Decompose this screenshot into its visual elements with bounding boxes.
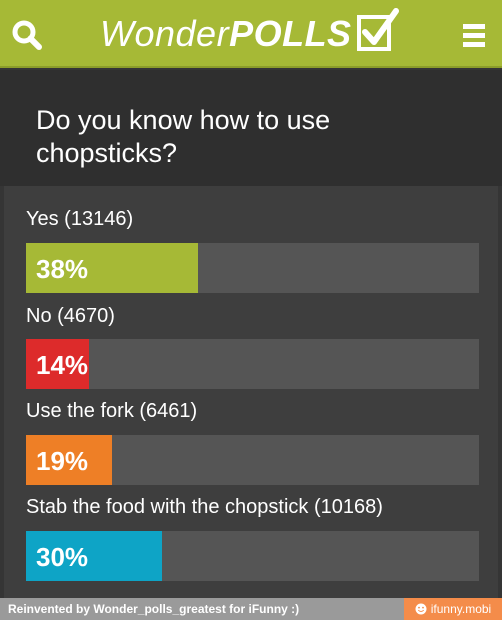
option-label: Use the fork (6461) — [26, 400, 198, 422]
footer-credit: Reinvented by Wonder_polls_greatest for … — [8, 602, 300, 616]
result-bar-track[interactable]: 38% — [26, 243, 479, 293]
poll-question: Do you know how to use chopsticks? — [36, 105, 331, 168]
hamburger-menu-icon — [463, 24, 485, 47]
result-bar-track[interactable]: 19% — [26, 435, 479, 485]
top-bar: Wonder POLLS — [0, 0, 502, 68]
search-icon — [12, 20, 42, 50]
result-bar-fill — [26, 339, 89, 389]
menu-button[interactable] — [459, 22, 489, 50]
result-bar-fill — [26, 531, 162, 581]
option-label: Stab the food with the chopstick (10168) — [26, 496, 383, 518]
checkbox-check-icon — [356, 8, 399, 51]
result-bar-fill — [26, 243, 198, 293]
result-bar-track[interactable]: 30% — [26, 531, 479, 581]
logo-text-wonder: Wonder — [100, 13, 230, 54]
smiley-icon — [415, 603, 427, 615]
logo-text-polls: POLLS — [229, 13, 352, 54]
question-panel: Do you know how to use chopsticks? — [0, 70, 502, 186]
result-percent: 14% — [36, 350, 89, 380]
footer-bar: Reinvented by Wonder_polls_greatest for … — [0, 598, 502, 620]
option-label: Yes (13146) — [26, 208, 134, 230]
wonderpolls-logo[interactable]: Wonder POLLS — [100, 8, 402, 60]
ifunny-watermark[interactable]: ifunny.mobi — [404, 598, 502, 620]
watermark-text: ifunny.mobi — [430, 602, 492, 616]
poll-results: Yes (13146) 38% No (4670) 14% Use the fo… — [4, 186, 498, 598]
result-percent: 19% — [36, 446, 89, 476]
result-percent: 38% — [36, 254, 89, 284]
result-bar-fill — [26, 435, 112, 485]
option-label: No (4670) — [26, 305, 115, 327]
search-button[interactable] — [10, 18, 44, 52]
result-percent: 30% — [36, 542, 89, 572]
result-bar-track[interactable]: 14% — [26, 339, 479, 389]
